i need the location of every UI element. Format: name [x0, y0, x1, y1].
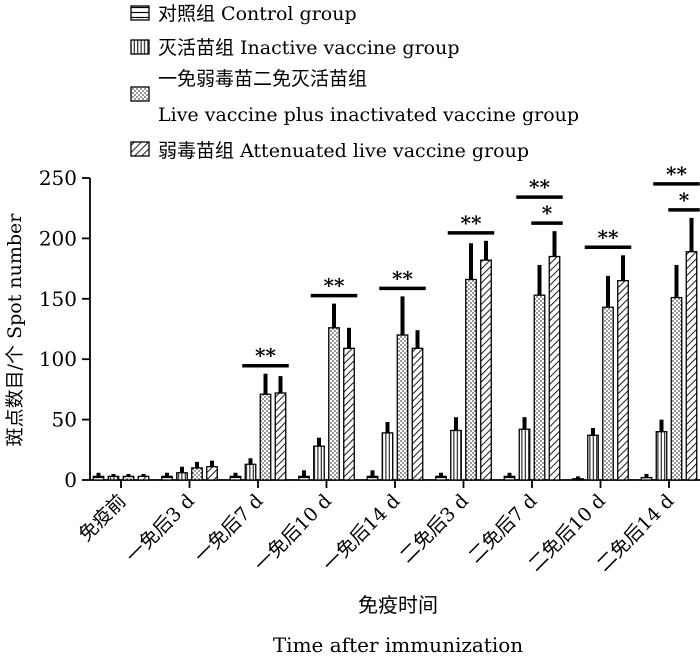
- y-tick-label: 150: [39, 287, 77, 311]
- x-axis-title-cn: 免疫时间: [358, 593, 438, 617]
- significance-label: **: [666, 162, 687, 186]
- bar: [381, 432, 394, 481]
- bar: [518, 428, 531, 481]
- x-tick-label: 二免后3 d: [396, 490, 473, 567]
- x-tick-label: 免疫前: [75, 490, 131, 546]
- y-tick-label: 0: [64, 468, 77, 492]
- y-tick-label: 50: [52, 408, 77, 432]
- bar: [298, 475, 310, 481]
- bar: [366, 475, 379, 481]
- y-axis-title: 斑点数目/个 Spot number: [4, 213, 26, 447]
- bar: [411, 347, 424, 481]
- significance-label: **: [324, 274, 345, 298]
- legend-swatch-inactive: [130, 39, 150, 55]
- significance-annotations: **** ************: [242, 162, 700, 368]
- bar: [161, 475, 173, 481]
- bar: [176, 472, 188, 481]
- significance-label: **: [392, 266, 413, 290]
- significance-label: *: [542, 201, 553, 225]
- bar: [503, 475, 516, 481]
- bar: [107, 475, 120, 481]
- y-tick-label: 200: [39, 226, 77, 250]
- bar: [685, 251, 698, 481]
- legend-label-inactive: 灭活苗组 Inactive vaccine group: [158, 37, 460, 59]
- bar: [313, 445, 325, 481]
- legend-label-live-plus-inactivated-cn: 一免弱毒苗二免灭活苗组: [158, 68, 367, 90]
- bar: [617, 280, 629, 481]
- bar: [343, 347, 355, 481]
- legend-swatch-attenuated: [130, 141, 150, 157]
- bar: [244, 463, 257, 481]
- bar: [328, 327, 340, 481]
- significance-label: **: [598, 225, 619, 249]
- bar: [655, 431, 668, 481]
- bar: [191, 467, 203, 481]
- bar: [572, 478, 584, 481]
- error-bars: [96, 217, 694, 479]
- y-tick-label: 250: [39, 166, 77, 190]
- bar: [259, 393, 272, 481]
- legend-label-live-plus-inactivated-en: Live vaccine plus inactivated vaccine gr…: [158, 104, 579, 126]
- bar: [206, 466, 218, 481]
- bar: [92, 475, 105, 481]
- bar: [229, 475, 242, 481]
- bar: [670, 296, 683, 481]
- bar: [533, 294, 546, 481]
- significance-label: **: [529, 175, 550, 199]
- bar: [480, 259, 492, 481]
- y-axis-ticks: 0 50 100 150 200 250: [39, 166, 90, 492]
- bar: [548, 255, 561, 481]
- significance-label: *: [679, 188, 690, 212]
- bar: [274, 392, 287, 481]
- bar: [450, 429, 462, 481]
- significance-label: **: [461, 211, 482, 235]
- x-axis-title-en: Time after immunization: [273, 633, 523, 657]
- bar: [640, 476, 653, 481]
- bar: [435, 475, 447, 481]
- legend-label-control: 对照组 Control group: [158, 3, 357, 25]
- y-tick-label: 100: [39, 347, 77, 371]
- bar: [465, 278, 477, 481]
- x-tick-label: 一免后3 d: [122, 490, 199, 567]
- bar: [602, 306, 614, 481]
- bar: [122, 475, 135, 481]
- legend-swatch-control: [130, 5, 150, 21]
- legend-label-attenuated: 弱毒苗组 Attenuated live vaccine group: [158, 140, 529, 162]
- bar: [587, 434, 599, 481]
- bar: [396, 334, 409, 481]
- bar: [137, 475, 150, 481]
- significance-label: **: [255, 344, 276, 368]
- legend: 对照组 Control group 灭活苗组 Inactive vaccine …: [130, 3, 579, 162]
- legend-swatch-live-plus-inactivated: [130, 86, 150, 102]
